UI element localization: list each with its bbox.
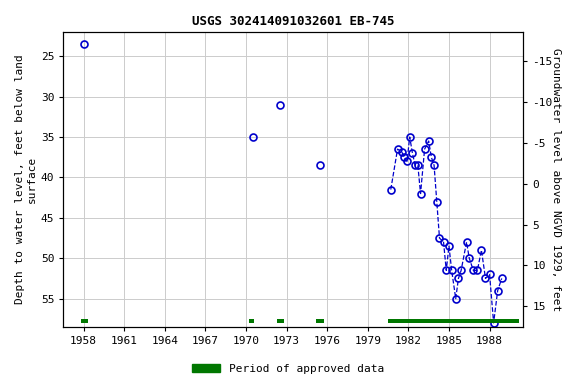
Y-axis label: Groundwater level above NGVD 1929, feet: Groundwater level above NGVD 1929, feet	[551, 48, 561, 311]
Title: USGS 302414091032601 EB-745: USGS 302414091032601 EB-745	[192, 15, 395, 28]
Y-axis label: Depth to water level, feet below land
surface: Depth to water level, feet below land su…	[15, 55, 37, 304]
Legend: Period of approved data: Period of approved data	[188, 359, 388, 379]
